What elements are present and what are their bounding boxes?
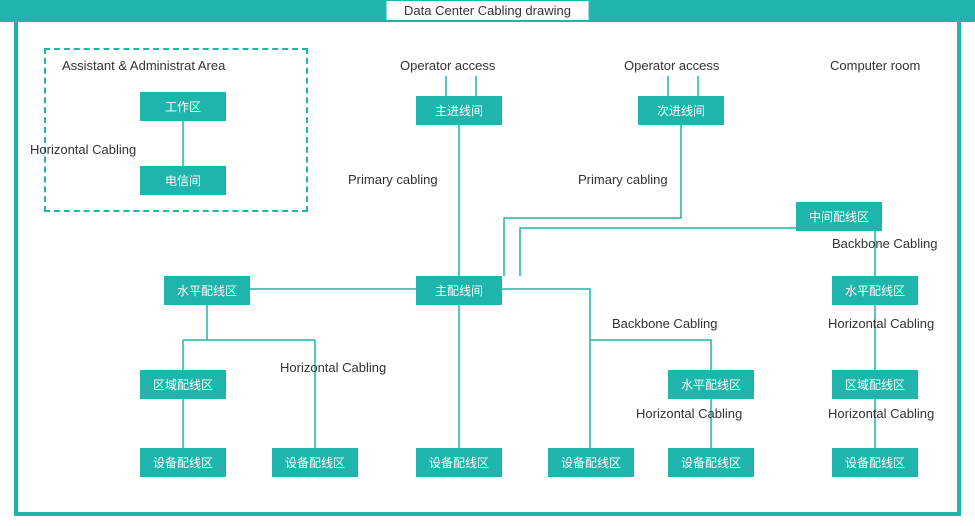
label-7: Backbone Cabling <box>832 236 938 251</box>
node-hz_pd_r1: 水平配线区 <box>832 276 918 305</box>
label-5: Primary cabling <box>348 172 438 187</box>
node-dev6: 设备配线区 <box>832 448 918 477</box>
label-4: Computer room <box>830 58 920 73</box>
node-work: 工作区 <box>140 92 226 121</box>
node-mid_pd: 中间配线区 <box>796 202 882 231</box>
node-dev1: 设备配线区 <box>140 448 226 477</box>
node-dev2: 设备配线区 <box>272 448 358 477</box>
label-3: Operator access <box>624 58 719 73</box>
label-10: Horizontal Cabling <box>636 406 742 421</box>
node-hz_pd_l: 水平配线区 <box>164 276 250 305</box>
label-2: Operator access <box>400 58 495 73</box>
label-8: Backbone Cabling <box>612 316 718 331</box>
diagram-title: Data Center Cabling drawing <box>385 0 590 21</box>
label-6: Primary cabling <box>578 172 668 187</box>
node-dev4: 设备配线区 <box>548 448 634 477</box>
node-hz_pd_m: 水平配线区 <box>668 370 754 399</box>
node-sec_in: 次进线间 <box>638 96 724 125</box>
node-dev5: 设备配线区 <box>668 448 754 477</box>
node-main_in: 主进线间 <box>416 96 502 125</box>
label-0: Assistant & Administrat Area <box>62 58 225 73</box>
node-zone_r: 区域配线区 <box>832 370 918 399</box>
label-12: Horizontal Cabling <box>828 406 934 421</box>
node-zone_l: 区域配线区 <box>140 370 226 399</box>
label-9: Horizontal Cabling <box>280 360 386 375</box>
label-1: Horizontal Cabling <box>30 142 136 157</box>
label-11: Horizontal Cabling <box>828 316 934 331</box>
node-main_pd: 主配线间 <box>416 276 502 305</box>
node-dev3: 设备配线区 <box>416 448 502 477</box>
node-tele: 电信间 <box>140 166 226 195</box>
